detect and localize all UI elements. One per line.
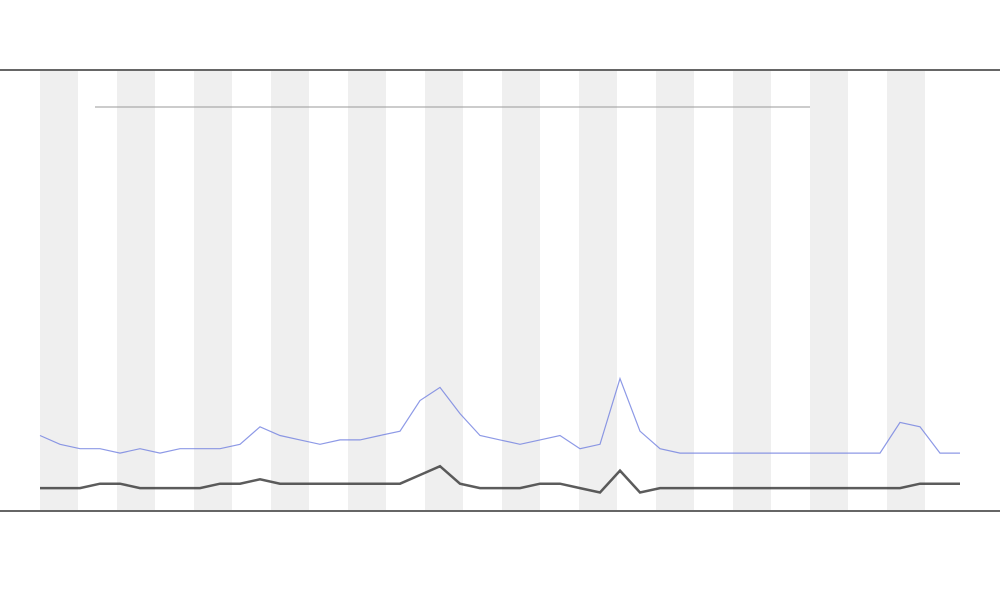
series-line xyxy=(40,464,960,494)
shade-band xyxy=(348,71,386,510)
shade-band xyxy=(810,71,848,510)
shade-band xyxy=(117,71,155,510)
shade-band xyxy=(194,71,232,510)
shade-band xyxy=(425,71,463,510)
shade-band xyxy=(40,71,78,510)
shade-band xyxy=(656,71,694,510)
shade-band xyxy=(271,71,309,510)
shade-band xyxy=(733,71,771,510)
shade-band xyxy=(502,71,540,510)
series-line xyxy=(39,376,960,454)
shade-band xyxy=(887,71,925,510)
shade-band xyxy=(579,71,617,510)
